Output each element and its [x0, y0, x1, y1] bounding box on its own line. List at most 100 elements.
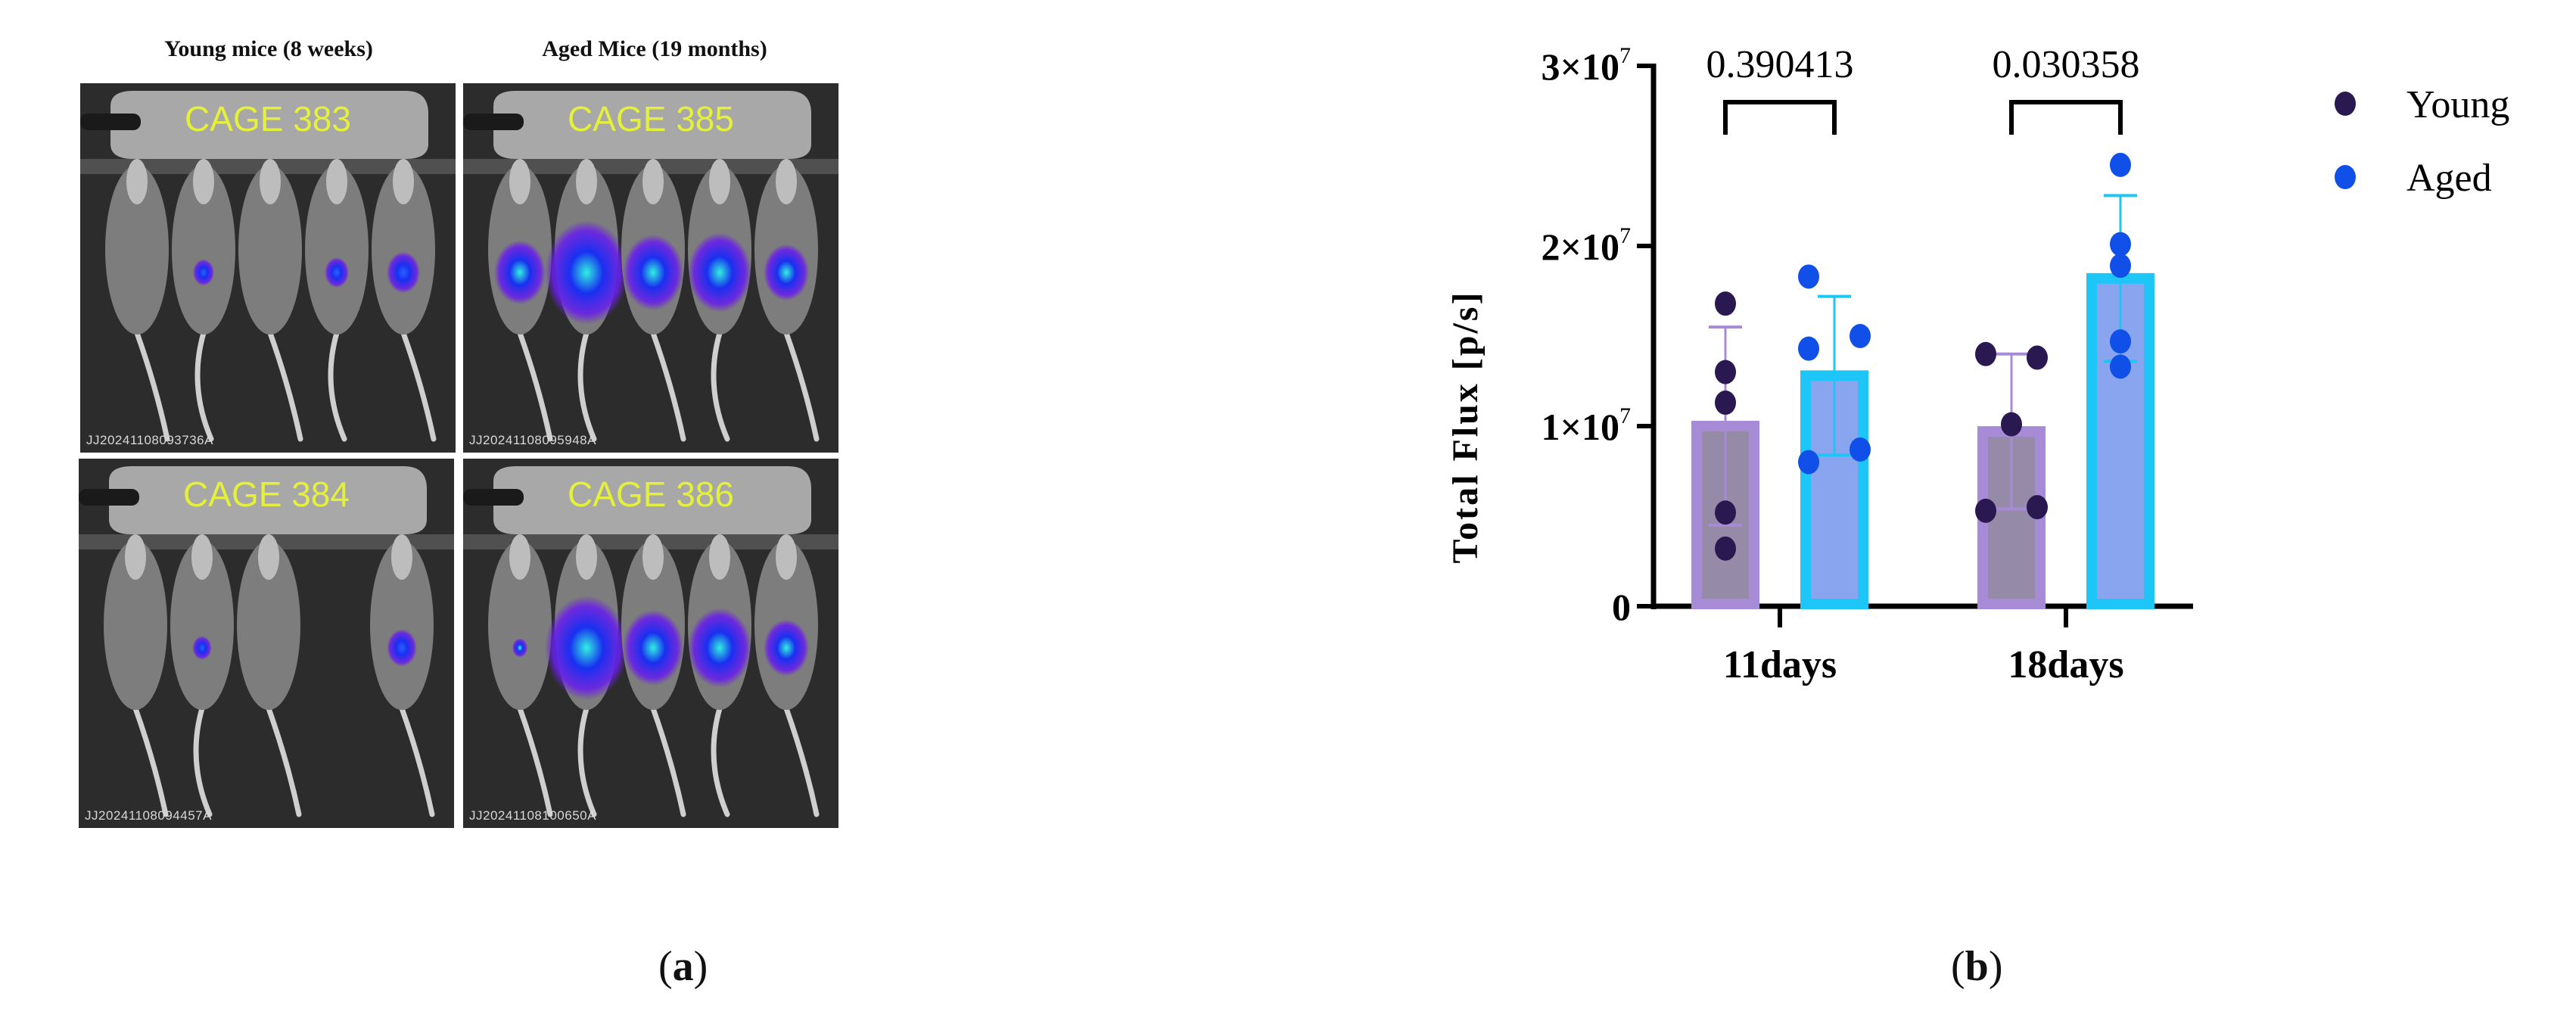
data-point — [1715, 536, 1736, 561]
mouse-tail — [650, 330, 686, 442]
data-point — [2110, 354, 2131, 379]
data-point — [1798, 450, 1819, 475]
data-point — [1975, 498, 1996, 523]
mouse-tail — [134, 330, 170, 442]
cage-bar — [493, 466, 811, 534]
mouse-body — [105, 165, 169, 335]
bioluminescence-signal — [764, 244, 809, 301]
mouse-head — [191, 534, 213, 580]
mouse-head — [642, 534, 664, 580]
mouse-tail — [650, 705, 686, 817]
mouse-head — [193, 159, 214, 204]
y-axis-label: Total Flux [p/s] — [1445, 291, 1486, 564]
y-tick-label: 3×107 — [1542, 43, 1632, 88]
mouse-tail — [711, 330, 730, 442]
mouse-head — [776, 159, 797, 204]
mouse-tail — [783, 330, 820, 442]
legend-label-aged: Aged — [2406, 157, 2492, 200]
mouse-body — [170, 540, 234, 710]
data-point — [1850, 437, 1871, 462]
bioluminescence-signal — [764, 619, 809, 677]
bioluminescence-signal — [688, 232, 751, 313]
mouse-tail — [517, 705, 553, 817]
cage-handle — [463, 489, 524, 506]
y-tick-exponent: 7 — [1619, 403, 1631, 428]
data-point — [2027, 495, 2048, 520]
mouse-body — [305, 165, 369, 335]
mouse-tail — [328, 330, 347, 442]
data-point — [2110, 254, 2131, 279]
mouse-body — [372, 165, 435, 335]
mouse-body — [104, 540, 167, 710]
y-tick-exponent: 7 — [1619, 43, 1631, 68]
mouse-tail — [266, 705, 302, 817]
mouse-body — [237, 540, 300, 710]
cage-label: CAGE 385 — [568, 99, 734, 139]
cage-handle — [80, 114, 141, 130]
cage-label: CAGE 384 — [183, 475, 350, 514]
significance-bracket — [2009, 100, 2123, 135]
mouse-head — [576, 534, 597, 580]
mouse-head — [391, 534, 412, 580]
y-tick-exponent: 7 — [1619, 223, 1631, 248]
data-point — [2110, 329, 2131, 354]
bioluminescence-signal — [512, 638, 527, 658]
data-point — [1798, 264, 1819, 289]
mouse-head — [260, 159, 281, 204]
data-point — [1715, 391, 1736, 416]
cage-bar — [110, 91, 428, 159]
cage-handle — [463, 114, 524, 130]
mice-image — [79, 459, 454, 828]
bar-chart: 0 1×107 2×107 3×107 11days 18days Total Flux [… — [1445, 43, 2509, 686]
mouse-body — [238, 165, 302, 335]
mouse-head — [576, 159, 597, 204]
imaging-panel: CAGE 383 JJ20241108093736A — [80, 83, 456, 453]
mouse-tail — [783, 705, 820, 817]
header-aged: Aged Mice (19 months) — [542, 36, 767, 61]
bioluminescence-signal — [325, 257, 349, 288]
mouse-tail — [517, 330, 553, 442]
data-point — [2110, 232, 2131, 257]
data-point — [2027, 345, 2048, 370]
mouse-tail — [399, 705, 435, 817]
mouse-body — [488, 540, 552, 710]
significance-bracket — [1723, 100, 1837, 135]
bioluminescence-signal — [688, 608, 751, 688]
mouse-head — [393, 159, 414, 204]
data-point — [1798, 336, 1819, 361]
y-tick-label: 1×107 — [1542, 403, 1632, 448]
data-point — [1715, 291, 1736, 316]
mouse-tail — [400, 330, 437, 442]
mouse-head — [709, 159, 730, 204]
mouse-head — [509, 159, 530, 204]
imaging-panel: CAGE 386 JJ20241108100650A — [463, 459, 838, 828]
y-tick-label: 0 — [1612, 586, 1631, 628]
mouse-head — [776, 534, 797, 580]
bioluminescence-signal — [387, 251, 420, 294]
p-value-label: 0.030358 — [1993, 43, 2140, 86]
mouse-body — [172, 165, 235, 335]
subfigure-label-a: (a) — [658, 943, 708, 990]
data-point — [2110, 152, 2131, 177]
mouse-tail — [577, 705, 597, 817]
header-young: Young mice (8 weeks) — [164, 36, 373, 61]
data-point — [2001, 412, 2022, 437]
image-id: JJ20241108100650A — [469, 808, 596, 823]
mouse-tail — [132, 705, 169, 817]
mice-image — [463, 83, 838, 453]
mouse-tail — [194, 330, 214, 442]
cage-handle — [79, 489, 139, 506]
mouse-head — [709, 534, 730, 580]
subfigure-label-b: (b) — [1951, 943, 2003, 990]
imaging-panel: CAGE 385 JJ20241108095948A — [463, 83, 838, 453]
image-id: JJ20241108094457A — [85, 808, 212, 823]
bioluminescence-signal — [623, 610, 683, 686]
mouse-head — [326, 159, 347, 204]
imaging-panel: CAGE 384 JJ20241108094457A — [79, 459, 454, 828]
data-point — [1975, 341, 1996, 366]
p-value-label: 0.390413 — [1706, 43, 1854, 86]
bioluminescence-signal — [545, 596, 628, 700]
data-point — [1850, 324, 1871, 348]
mice-image — [80, 83, 456, 453]
bioluminescence-signal — [623, 235, 683, 310]
